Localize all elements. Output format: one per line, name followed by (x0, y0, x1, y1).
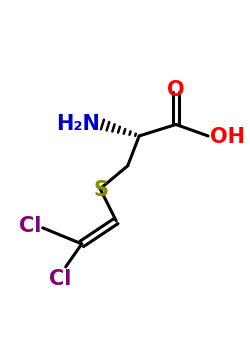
Text: Cl: Cl (49, 269, 71, 289)
Text: H₂N: H₂N (56, 114, 100, 134)
Text: Cl: Cl (19, 216, 42, 236)
Text: O: O (167, 80, 185, 100)
Text: OH: OH (210, 127, 246, 147)
Text: S: S (94, 180, 109, 200)
